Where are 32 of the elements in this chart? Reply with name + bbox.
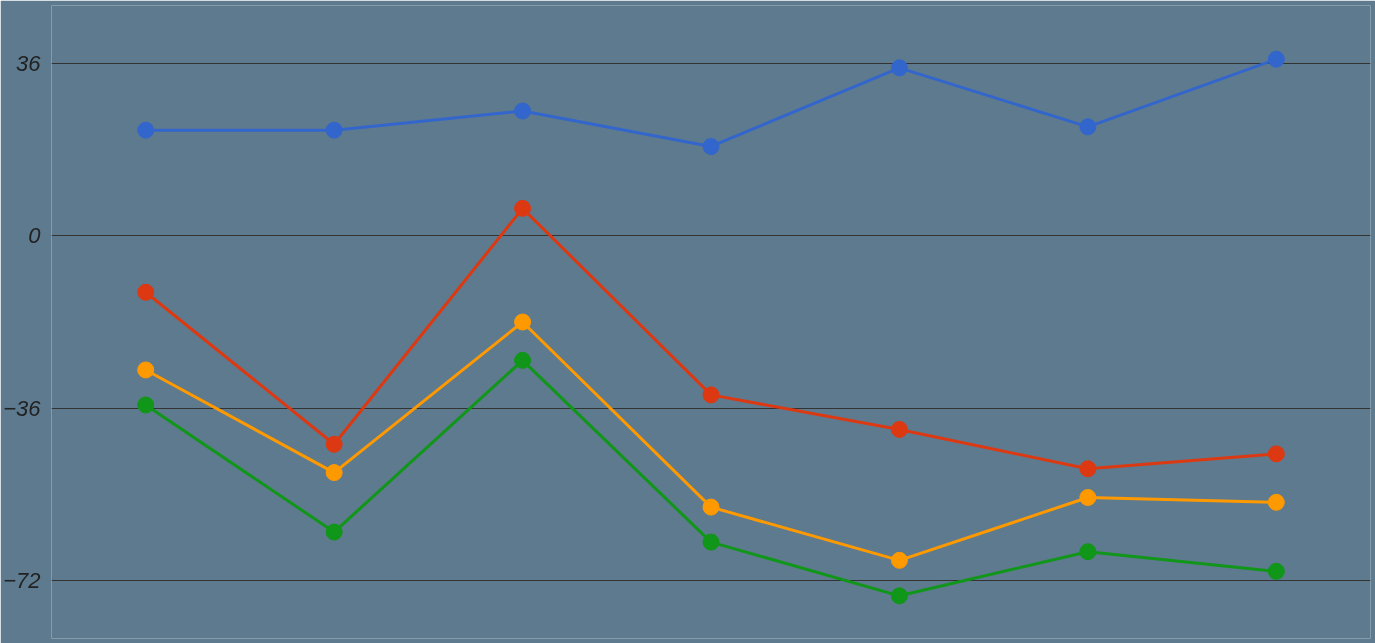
point <box>137 396 155 414</box>
point <box>514 351 532 369</box>
y-tick-label: 0 <box>28 223 42 249</box>
point <box>514 199 532 217</box>
point <box>890 420 908 438</box>
point <box>514 313 532 331</box>
point <box>137 361 155 379</box>
point <box>325 523 343 541</box>
point <box>1079 118 1097 136</box>
point <box>702 386 720 404</box>
point <box>514 102 532 120</box>
point <box>702 498 720 516</box>
point <box>702 138 720 155</box>
point <box>890 551 908 569</box>
point <box>325 464 343 482</box>
point <box>1079 489 1097 506</box>
point <box>1079 460 1097 478</box>
y-tick-label: −36 <box>3 395 42 421</box>
point <box>890 59 908 77</box>
point <box>1267 562 1285 580</box>
point <box>137 121 155 139</box>
y-tick-label: 36 <box>16 50 42 76</box>
point <box>325 435 343 453</box>
point <box>1079 543 1097 561</box>
point <box>702 533 720 551</box>
point <box>890 587 908 605</box>
point <box>137 283 155 301</box>
point <box>1267 445 1285 463</box>
point <box>325 121 343 139</box>
point <box>1267 50 1285 68</box>
y-tick-label: −72 <box>3 568 41 594</box>
point <box>1267 493 1285 511</box>
